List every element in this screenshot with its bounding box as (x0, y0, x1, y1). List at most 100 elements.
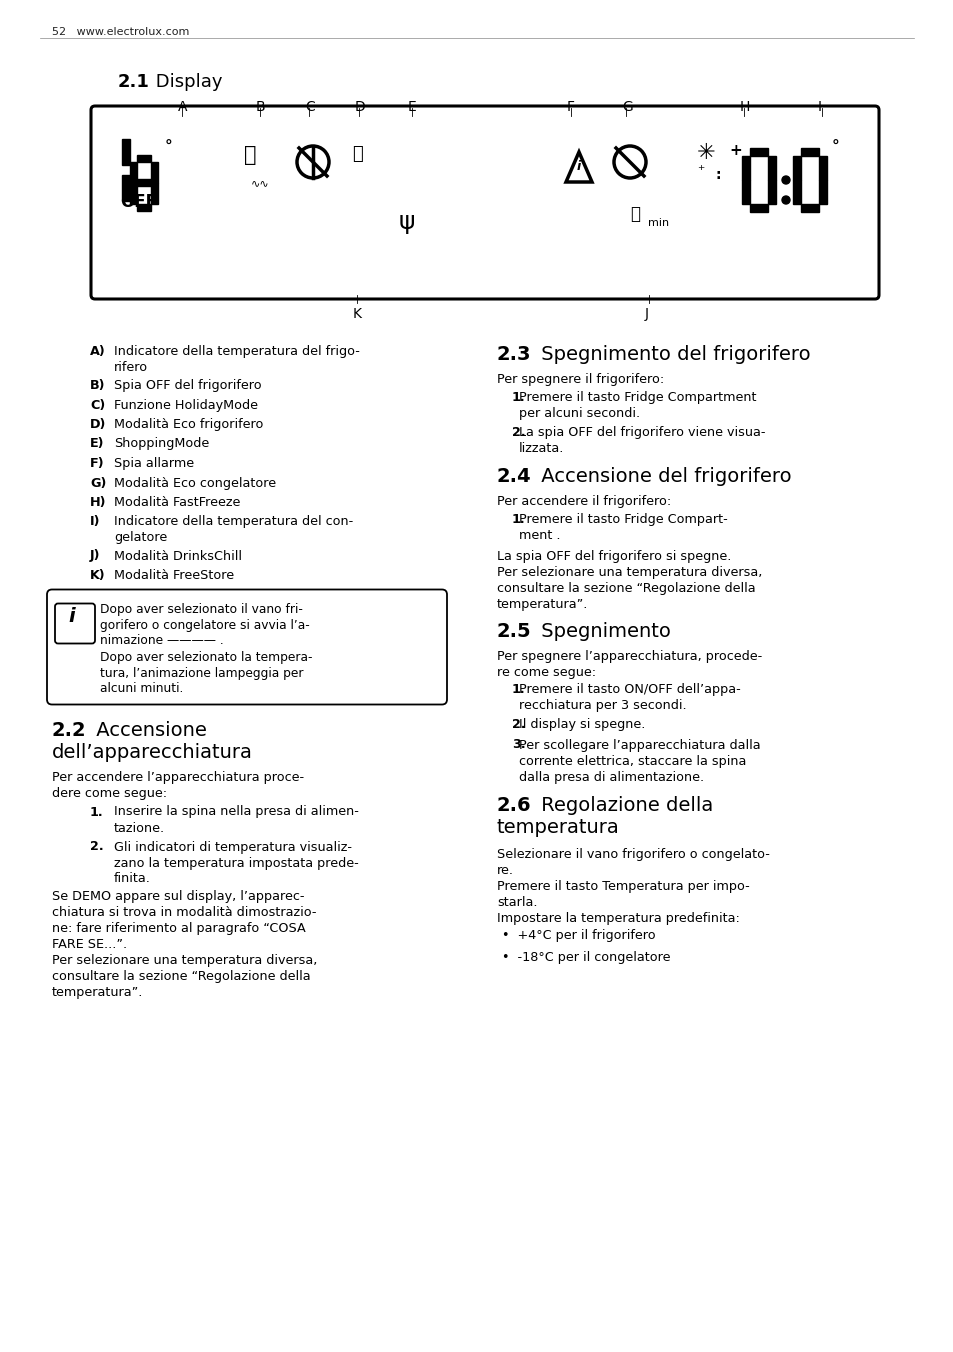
Text: Modalità FastFreeze: Modalità FastFreeze (113, 496, 240, 508)
FancyBboxPatch shape (47, 589, 447, 704)
Circle shape (781, 196, 789, 204)
Text: 2.: 2. (512, 426, 525, 439)
Text: +: + (728, 143, 741, 158)
Bar (137, 178, 151, 187)
Text: Accensione: Accensione (90, 722, 207, 741)
Text: K): K) (90, 569, 106, 581)
Text: F: F (566, 100, 575, 114)
Text: i: i (68, 607, 74, 626)
Text: OFF: OFF (120, 193, 157, 211)
Text: ψ: ψ (398, 210, 416, 234)
Text: Per accendere il frigorifero:: Per accendere il frigorifero: (497, 495, 671, 508)
Text: i: i (577, 160, 580, 173)
Text: °: ° (831, 141, 839, 155)
Text: A): A) (90, 345, 106, 358)
Text: Selezionare il vano frigorifero o congelato-
re.
Premere il tasto Temperatura pe: Selezionare il vano frigorifero o congel… (497, 848, 769, 925)
Bar (130, 183, 137, 204)
Text: Per spegnere l’apparecchiatura, procede-
re come segue:: Per spegnere l’apparecchiatura, procede-… (497, 650, 761, 679)
Text: Premere il tasto Fridge Compartment
per alcuni secondi.: Premere il tasto Fridge Compartment per … (518, 391, 756, 420)
Bar (749, 147, 767, 155)
Text: 2.6: 2.6 (497, 796, 531, 815)
Text: :: : (716, 168, 720, 183)
Text: 2.3: 2.3 (497, 345, 531, 364)
Text: Modalità Eco frigorifero: Modalità Eco frigorifero (113, 418, 263, 431)
Text: Gli indicatori di temperatura visualiz-
zano la temperatura impostata prede-
fin: Gli indicatori di temperatura visualiz- … (113, 841, 358, 886)
Text: I: I (817, 100, 821, 114)
Text: Spia OFF del frigorifero: Spia OFF del frigorifero (113, 379, 261, 392)
Bar (130, 162, 137, 183)
Text: F): F) (90, 457, 105, 470)
Text: Se DEMO appare sul display, l’apparec-
chiatura si trova in modalità dimostrazio: Se DEMO appare sul display, l’apparec- c… (52, 890, 317, 999)
Bar (801, 147, 818, 155)
Text: E: E (408, 100, 416, 114)
Text: temperatura: temperatura (497, 818, 619, 837)
Text: Spegnimento del frigorifero: Spegnimento del frigorifero (535, 345, 810, 364)
Text: Modalità Eco congelatore: Modalità Eco congelatore (113, 476, 275, 489)
Bar (741, 180, 749, 204)
Text: 2.4: 2.4 (497, 466, 531, 485)
Text: gorifero o congelatore si avvia l’a-: gorifero o congelatore si avvia l’a- (100, 618, 310, 631)
Text: ⛄: ⛄ (244, 145, 256, 165)
Text: J): J) (90, 549, 100, 562)
Text: 🛒: 🛒 (352, 145, 362, 164)
Text: Funzione HolidayMode: Funzione HolidayMode (113, 399, 257, 411)
Text: 2.: 2. (90, 841, 104, 853)
Text: dell’apparecchiatura: dell’apparecchiatura (52, 744, 253, 763)
Text: Per spegnere il frigorifero:: Per spegnere il frigorifero: (497, 373, 663, 387)
Text: 2.1: 2.1 (118, 73, 150, 91)
Text: 2.: 2. (512, 718, 525, 731)
Text: ⁺: ⁺ (697, 164, 703, 178)
Text: Premere il tasto ON/OFF dell’appa-
recchiatura per 3 secondi.: Premere il tasto ON/OFF dell’appa- recch… (518, 683, 740, 713)
Circle shape (781, 176, 789, 184)
Text: Dopo aver selezionato la tempera-: Dopo aver selezionato la tempera- (100, 650, 313, 664)
Text: 1.: 1. (512, 391, 525, 404)
Text: Modalità DrinksChill: Modalità DrinksChill (113, 549, 242, 562)
Text: ✳: ✳ (697, 143, 715, 164)
Text: K: K (353, 307, 361, 320)
Text: •  +4°C per il frigorifero: • +4°C per il frigorifero (501, 929, 655, 941)
Text: Il display si spegne.: Il display si spegne. (518, 718, 644, 731)
Text: E): E) (90, 438, 105, 450)
Text: Spia allarme: Spia allarme (113, 457, 193, 470)
Text: Premere il tasto Fridge Compart-
ment .: Premere il tasto Fridge Compart- ment . (518, 512, 727, 542)
Text: Per accendere l’apparecchiatura proce-
dere come segue:: Per accendere l’apparecchiatura proce- d… (52, 772, 304, 800)
Text: 2.5: 2.5 (497, 622, 531, 641)
Text: Spegnimento: Spegnimento (535, 622, 670, 641)
Text: Accensione del frigorifero: Accensione del frigorifero (535, 466, 791, 485)
Text: 2.2: 2.2 (52, 722, 87, 741)
Text: Indicatore della temperatura del frigo-
rifero: Indicatore della temperatura del frigo- … (113, 345, 359, 375)
Bar (122, 174, 130, 201)
Bar (818, 155, 826, 180)
Text: B): B) (90, 379, 106, 392)
Text: tura, l’animazione lampeggia per: tura, l’animazione lampeggia per (100, 667, 303, 680)
Bar (741, 155, 749, 180)
Text: 1.: 1. (512, 683, 525, 696)
Text: I): I) (90, 515, 100, 529)
FancyBboxPatch shape (55, 603, 95, 644)
Bar (792, 155, 801, 180)
Text: B: B (255, 100, 265, 114)
Text: alcuni minuti.: alcuni minuti. (100, 683, 183, 695)
Text: La spia OFF del frigorifero viene visua-
lizzata.: La spia OFF del frigorifero viene visua-… (518, 426, 764, 456)
Bar (137, 155, 151, 162)
Bar (767, 180, 775, 204)
Text: 1.: 1. (90, 806, 104, 818)
Text: Per scollegare l’apparecchiatura dalla
corrente elettrica, staccare la spina
dal: Per scollegare l’apparecchiatura dalla c… (518, 738, 760, 784)
Text: H): H) (90, 496, 107, 508)
Text: A: A (178, 100, 188, 114)
Text: G): G) (90, 476, 107, 489)
Text: Modalità FreeStore: Modalità FreeStore (113, 569, 233, 581)
Text: nimazione ———— .: nimazione ———— . (100, 634, 224, 648)
Text: J: J (644, 307, 648, 320)
Text: •  -18°C per il congelatore: • -18°C per il congelatore (501, 950, 670, 964)
Text: Display: Display (150, 73, 222, 91)
Text: Regolazione della: Regolazione della (535, 796, 713, 815)
FancyBboxPatch shape (91, 105, 878, 299)
Text: Indicatore della temperatura del con-
gelatore: Indicatore della temperatura del con- ge… (113, 515, 353, 545)
Text: H: H (740, 100, 750, 114)
Text: ShoppingMode: ShoppingMode (113, 438, 209, 450)
Text: G: G (621, 100, 632, 114)
Bar (792, 180, 801, 204)
Text: La spia OFF del frigorifero si spegne.
Per selezionare una temperatura diversa,
: La spia OFF del frigorifero si spegne. P… (497, 550, 761, 611)
Bar (137, 204, 151, 211)
